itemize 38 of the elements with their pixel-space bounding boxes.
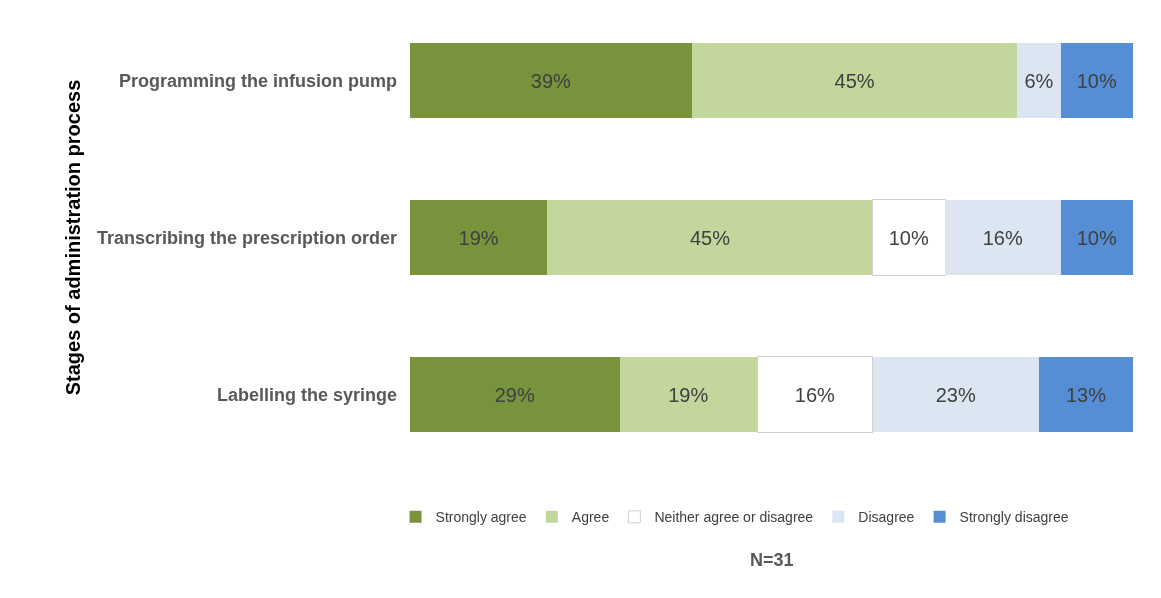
bar: [547, 199, 873, 276]
bar: [1017, 42, 1061, 119]
bar: [872, 356, 1040, 433]
legend-label: Agree: [571, 509, 610, 526]
data-label: 10%: [1076, 69, 1117, 92]
text: N=31: [750, 550, 794, 570]
data-label: 23%: [935, 383, 976, 406]
legend-label: Disagree: [858, 509, 915, 526]
bar: [872, 199, 946, 276]
data-label: 16%: [794, 383, 835, 406]
data-label: 10%: [1076, 226, 1117, 249]
data-label: 16%: [982, 226, 1023, 249]
legend-label: Strongly disagree: [959, 509, 1069, 526]
y-tick-label: Labelling the syringe: [216, 384, 397, 405]
bar: [945, 199, 1061, 276]
y-tick-label: Programming the infusion pump: [119, 70, 397, 91]
legend-label: Strongly agree: [435, 509, 527, 526]
data-label: 29%: [494, 383, 535, 406]
bar: [619, 356, 758, 433]
data-label: 45%: [834, 69, 875, 92]
y-tick-label: Transcribing the prescription order: [96, 227, 397, 248]
bar: [410, 199, 548, 276]
data-label: 45%: [689, 226, 731, 249]
bar: [410, 356, 620, 433]
data-label: 39%: [530, 69, 572, 92]
bar: [756, 356, 874, 433]
bar: [410, 42, 692, 119]
bar: [1060, 42, 1133, 119]
data-label: 6%: [1024, 69, 1054, 92]
data-label: 19%: [668, 383, 709, 406]
bar: [691, 42, 1018, 119]
bar: [1060, 199, 1133, 276]
data-label: 19%: [458, 226, 499, 249]
legend-label: Neither agree or disagree: [654, 509, 814, 526]
data-label: 13%: [1065, 383, 1107, 406]
data-label: 10%: [888, 226, 929, 249]
bar: [1039, 356, 1133, 433]
y-axis-title: Stages of administration process: [62, 79, 85, 396]
